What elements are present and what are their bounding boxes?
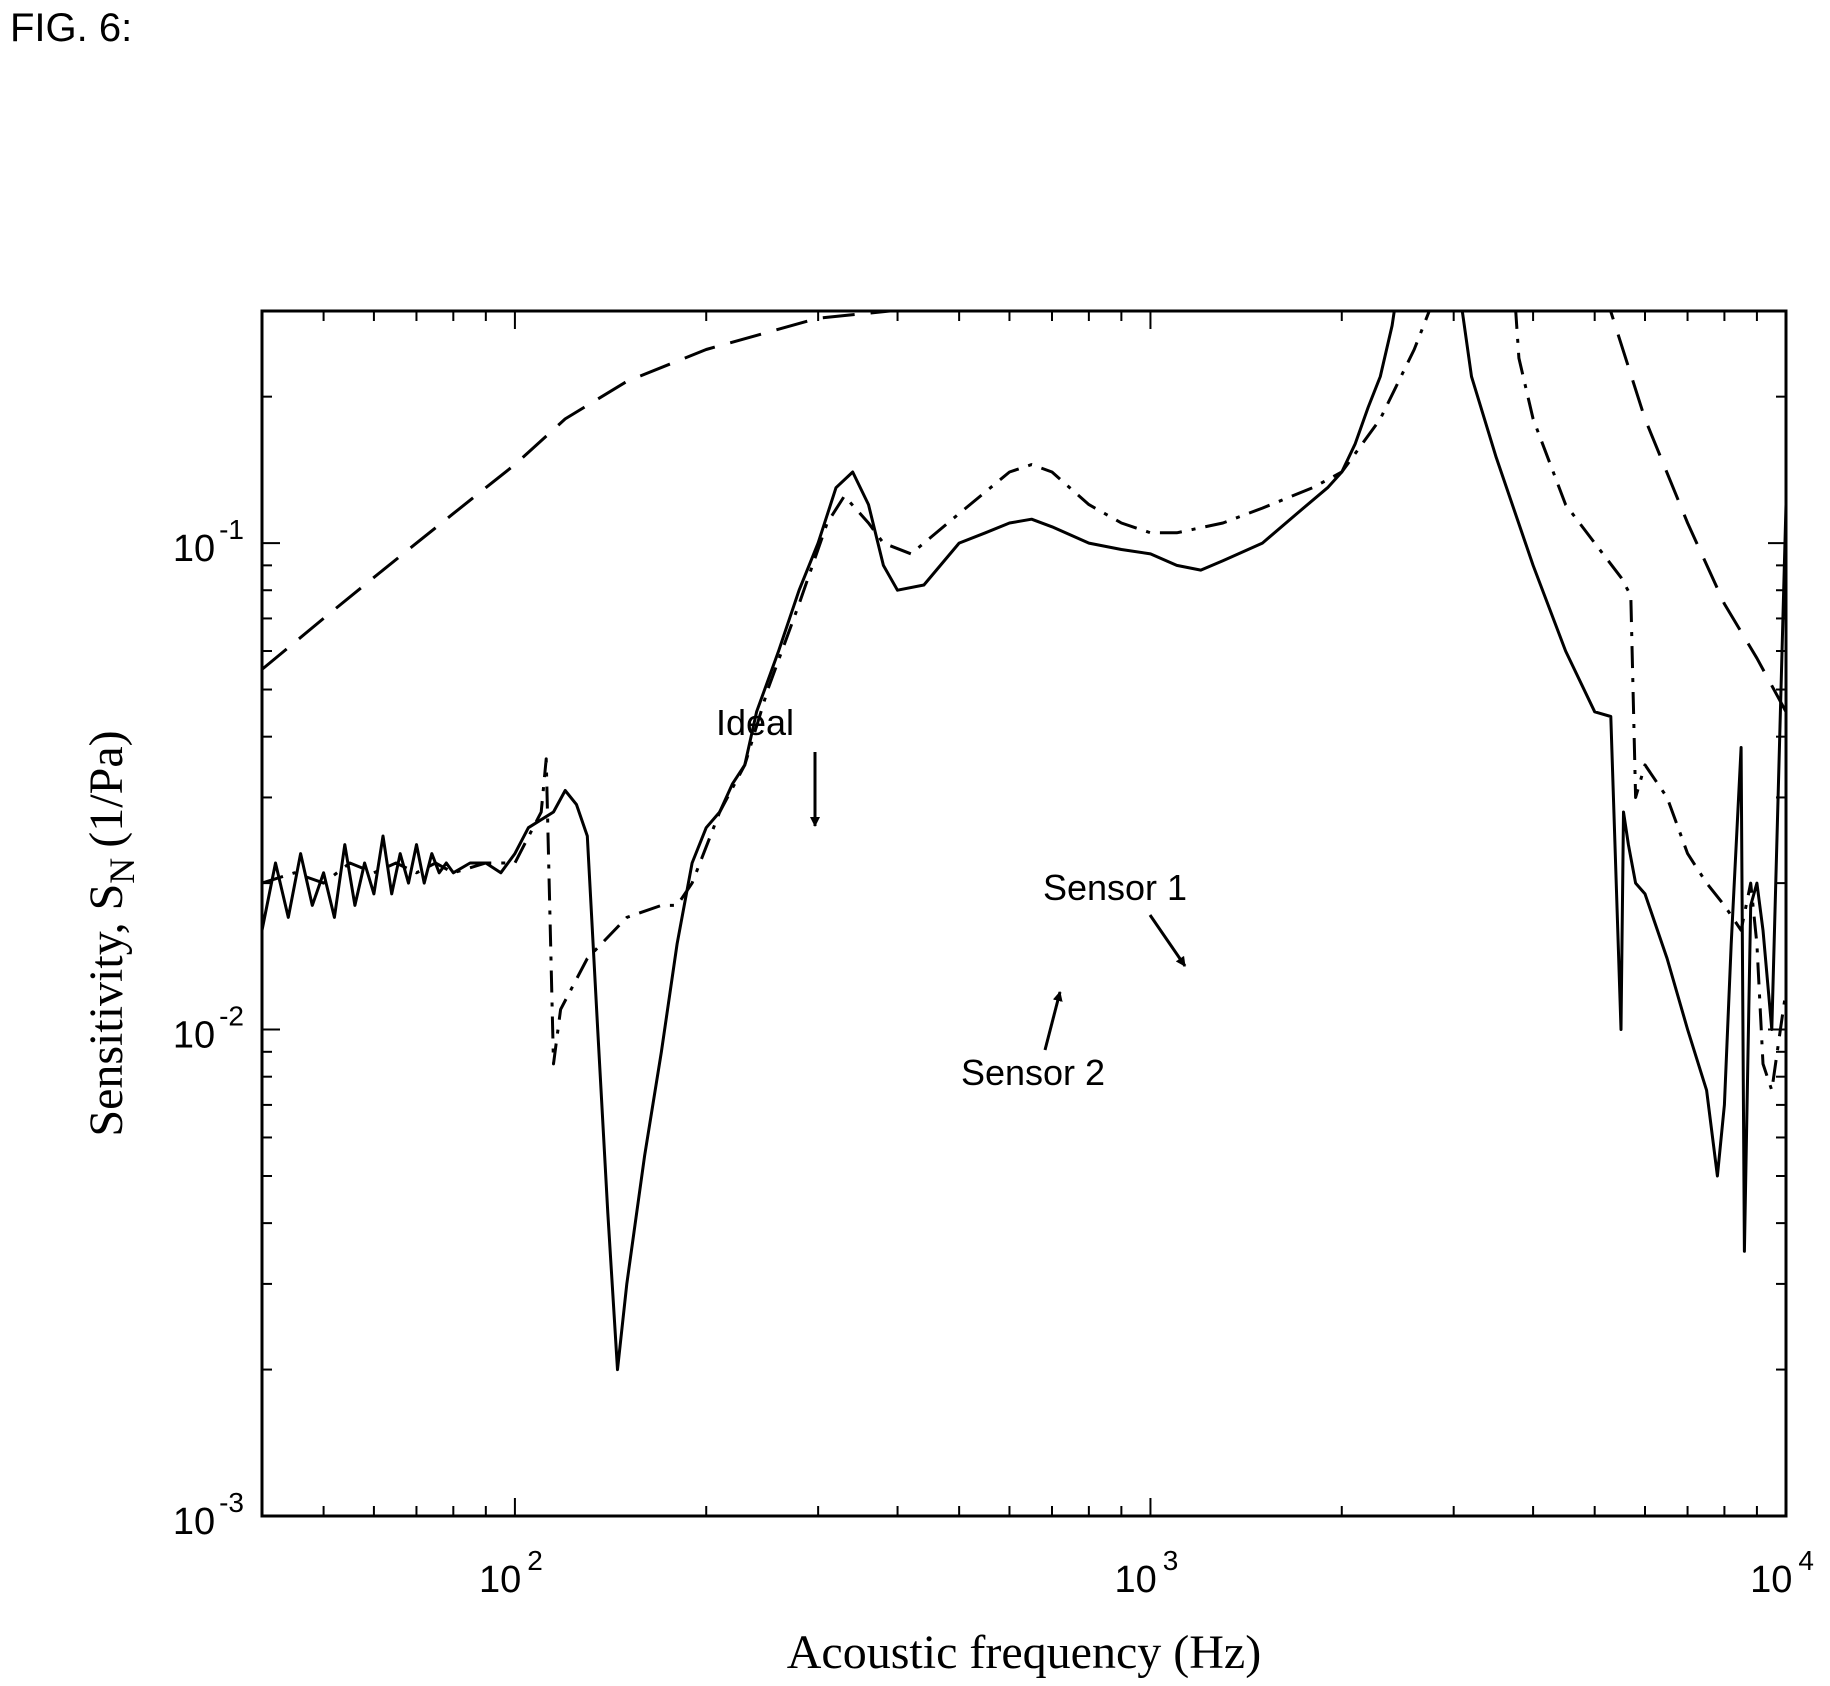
series-line-ideal [262, 311, 1786, 713]
y-axis-title-subscript: N [102, 858, 142, 884]
x-tick-label: 10 3 [1115, 1545, 1179, 1601]
x-tick-exponent: 2 [527, 1545, 543, 1576]
annotation-sensor-2: Sensor 2 [961, 1052, 1105, 1093]
y-axis-title-main: Sensitivity, S [80, 884, 133, 1137]
y-axis-title-unit: (1/Pa) [80, 730, 133, 847]
plot-frame [260, 309, 1788, 1518]
y-tick-exponent: -2 [219, 1001, 244, 1032]
y-tick-labels: 10-3 10-2 10-1 [173, 514, 244, 1543]
annotation-ideal: Ideal [716, 702, 794, 743]
y-axis-title: Sensitivity, SN (1/Pa) [80, 730, 142, 1136]
series-line-sensor-2 [262, 311, 1786, 1372]
series-line-sensor-1 [262, 311, 1786, 1092]
y-tick-exponent: -3 [219, 1487, 244, 1518]
plot-area [260, 309, 1788, 1518]
series-lines [262, 311, 1786, 1372]
annotation-arrow-sensor-1 [1148, 914, 1187, 967]
annotation-arrow-sensor-2 [1043, 991, 1063, 1051]
figure-label: FIG. 6: [10, 6, 133, 50]
x-tick-exponent: 3 [1163, 1545, 1179, 1576]
x-tick-labels: 10 2 10 3 10 4 [479, 1545, 1814, 1601]
y-tick-label: 10 -3 [173, 1487, 244, 1543]
annotation-sensor-1: Sensor 1 [1043, 867, 1187, 908]
annotations: Ideal Sensor 1 Sensor 2 [716, 702, 1187, 1093]
y-tick-label: 10 -1 [173, 514, 244, 570]
axis-ticks [261, 310, 1787, 1517]
x-axis-title: Acoustic frequency (Hz) [787, 1626, 1261, 1679]
x-tick-label: 10 4 [1750, 1545, 1814, 1601]
y-tick-exponent: -1 [219, 514, 244, 545]
x-tick-exponent: 4 [1798, 1545, 1814, 1576]
y-tick-label: 10 -2 [173, 1001, 244, 1057]
x-tick-label: 10 2 [479, 1545, 543, 1601]
